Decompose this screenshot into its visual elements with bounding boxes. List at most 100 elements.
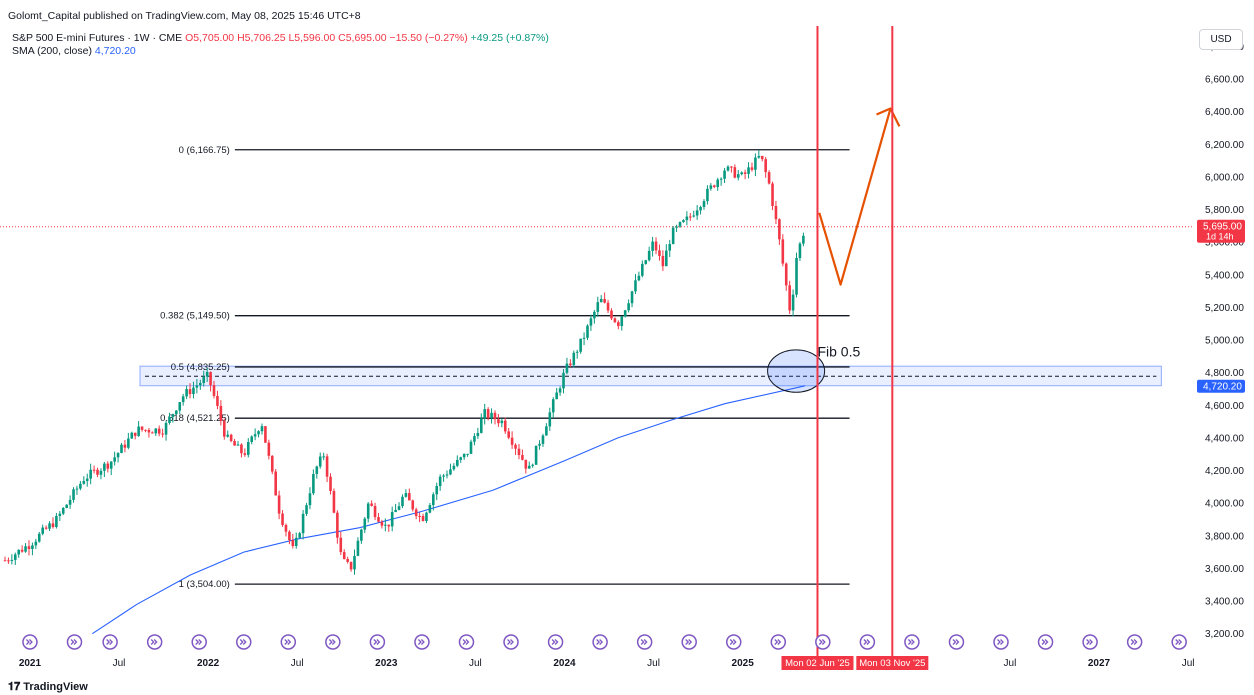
candle-body-152	[524, 459, 528, 469]
sma-line	[91, 385, 806, 635]
candle-body-153	[527, 465, 531, 469]
candle-body-126	[435, 486, 439, 495]
change-value: −15.50 (−0.27%)	[389, 32, 468, 44]
event-marker-1	[66, 634, 83, 650]
x-tick-11: 2027	[1088, 658, 1111, 669]
candle-body-93	[322, 456, 325, 458]
event-arrow-icon-4	[195, 639, 203, 645]
candle-body-230	[791, 294, 795, 311]
candle-body-220	[757, 155, 761, 158]
candle-body-63	[219, 405, 223, 421]
candle-body-65	[226, 434, 230, 437]
candle-body-181	[623, 310, 627, 317]
candle-body-157	[541, 435, 545, 444]
candle-body-172	[593, 311, 596, 319]
candle-body-200	[688, 216, 692, 218]
fib-label-3: 0.618 (4,521.25)	[160, 413, 230, 424]
sma-value: 4,720.20	[94, 45, 136, 57]
x-tick-6: 2024	[553, 658, 576, 669]
y-tick-18: 3,200.00	[1205, 629, 1244, 640]
y-tick-12: 4,400.00	[1205, 433, 1244, 444]
candle-body-23	[82, 481, 86, 484]
candle-body-143	[493, 412, 497, 420]
publisher-note: Golomt_Capital published on TradingView.…	[8, 10, 361, 22]
candle-body-136	[469, 441, 473, 454]
candle-body-231	[795, 257, 798, 295]
x-tick-7: Jul	[647, 658, 660, 669]
y-tick-1: 6,600.00	[1205, 75, 1244, 86]
candle-body-118	[408, 493, 411, 501]
event-arrow-icon-14	[640, 639, 648, 645]
candle-body-104	[360, 529, 363, 541]
y-tick-6: 5,600.00	[1205, 238, 1244, 249]
candle-body-74	[257, 431, 260, 435]
y-tick-15: 3,800.00	[1205, 531, 1244, 542]
projection-arrow	[818, 107, 901, 286]
candle-body-87	[301, 513, 305, 534]
candle-body-137	[473, 436, 476, 442]
candle-body-111	[384, 524, 387, 526]
event-arrow-icon-2	[106, 639, 114, 645]
candle-body-6	[24, 546, 27, 552]
candle-body-15	[55, 515, 58, 528]
candle-body-193	[665, 250, 668, 267]
countdown-label: 1d 14h	[1206, 232, 1234, 242]
event-marker-8	[369, 634, 386, 650]
event-arrow-icon-10	[462, 639, 470, 645]
candle-body-208	[716, 179, 720, 187]
x-tick-4: 2023	[375, 658, 398, 669]
candle-body-218	[750, 167, 754, 170]
symbol-name[interactable]: S&P 500 E-mini Futures · 1W · CME	[12, 32, 183, 44]
candle-body-12	[44, 527, 48, 529]
candle-body-41	[144, 429, 147, 431]
candle-body-195	[671, 227, 675, 245]
candle-body-165	[569, 363, 572, 366]
candle-body-90	[312, 474, 315, 494]
candle-body-88	[305, 505, 308, 514]
candle-body-29	[103, 463, 106, 471]
candle-body-201	[692, 215, 696, 217]
candle-body-224	[771, 183, 774, 206]
close-value: C5,695.00	[338, 32, 387, 44]
candle-body-58	[202, 376, 206, 383]
event-marker-4	[191, 634, 207, 650]
candle-body-176	[606, 302, 610, 311]
fib-label-4: 1 (3,504.00)	[179, 579, 230, 590]
candle-body-54	[188, 389, 192, 395]
candle-body-69	[240, 444, 243, 454]
candle-body-64	[222, 420, 226, 437]
currency-button[interactable]: USD	[1199, 29, 1243, 50]
candle-body-146	[503, 420, 507, 432]
fib-annotation: Fib 0.5	[817, 343, 860, 359]
x-tick-2: 2022	[197, 658, 220, 669]
x-tick-1: Jul	[113, 658, 126, 669]
candle-body-207	[712, 185, 716, 187]
candle-body-185	[637, 275, 641, 281]
candle-body-83	[288, 531, 291, 541]
candle-body-72	[250, 436, 254, 442]
candle-body-49	[171, 414, 175, 417]
candle-body-62	[216, 395, 219, 406]
candle-body-145	[500, 420, 504, 424]
x-tick-12: Jul	[1182, 658, 1195, 669]
candle-body-183	[630, 291, 634, 304]
candle-body-127	[438, 476, 442, 487]
y-tick-5: 5,800.00	[1205, 205, 1244, 216]
candle-body-140	[483, 409, 487, 419]
chart-header: Golomt_Capital published on TradingView.…	[0, 0, 1254, 22]
candle-body-18	[65, 504, 68, 508]
candle-body-16	[58, 513, 62, 516]
event-marker-13	[592, 634, 608, 650]
candle-body-149	[514, 444, 517, 449]
candle-body-175	[603, 298, 606, 303]
event-arrow-icon-9	[417, 639, 425, 645]
candle-body-169	[582, 337, 586, 339]
candle-body-110	[380, 521, 384, 526]
candle-body-48	[168, 416, 171, 423]
candle-body-178	[613, 318, 617, 323]
event-arrow-icon-25	[1130, 639, 1138, 645]
event-marker-10	[458, 634, 475, 650]
sma-label[interactable]: SMA (200, close)	[12, 45, 92, 57]
event-marker-15	[681, 634, 697, 650]
